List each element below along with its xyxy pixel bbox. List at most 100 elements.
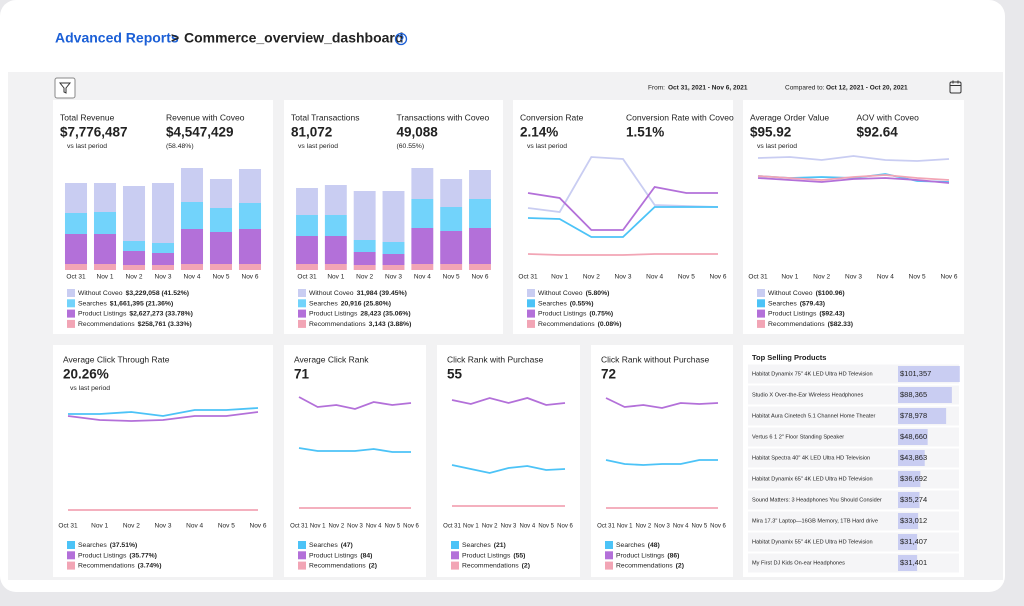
kpi-note: (58.48%) [166,143,194,150]
bar-segment [324,185,347,215]
bar-segment [353,252,376,265]
panel [437,345,580,577]
x-tick-label: Nov 4 [366,524,382,530]
kpi-value: $95.92 [750,125,791,140]
series-line [68,407,259,417]
legend-value: 28,423 (35.06%) [360,310,410,317]
x-tick-label: Nov 3 [501,524,517,530]
legend-entry: Product Listings (35.77%) [78,552,157,559]
bar-segment [151,183,175,243]
bar-segment [382,191,405,242]
bar-segment [382,265,405,270]
series-line [527,206,718,238]
x-tick-label: Nov 6 [941,274,958,281]
series-line [757,174,950,181]
legend-entry: Searches (21) [462,542,506,549]
x-tick-label: Nov 2 [328,524,344,530]
x-tick-label: Oct 31 [297,274,317,281]
help-icon[interactable] [394,32,408,46]
legend-name: Recommendations [616,562,673,569]
series-line [298,396,412,410]
bar-segment [180,168,204,202]
legend-entry: Recommendations (3.74%) [78,562,161,569]
legend-swatch [298,561,306,570]
x-tick-label: Nov 1 [617,524,633,530]
legend-swatch [451,561,459,570]
kpi-value: 20.26% [63,367,109,382]
legend-name: Searches [538,300,567,307]
bar-segment [93,183,117,212]
kpi-note: vs last period [527,143,567,150]
legend-value: 3,143 (3.88%) [369,321,412,328]
bar-segment [296,236,318,264]
bar [898,513,919,529]
legend-entry: Recommendations $258,761 (3.33%) [78,321,192,328]
product-name: Studio X Over-the-Ear Wireless Headphone… [752,392,864,398]
bar-segment [122,265,146,270]
kpi-label: Click Rank without Purchase [601,354,709,364]
legend-swatch [605,561,613,570]
x-tick-label: Nov 4 [414,274,431,281]
legend-entry: Product Listings (55) [462,552,525,559]
bar [898,366,960,382]
bar-segment [382,254,405,265]
value-label: $43,863 [900,453,927,462]
legend-entry: Without Coveo ($100.96) [768,290,845,297]
kpi-value: 2.14% [520,125,558,140]
legend-entry: Searches (48) [616,542,660,549]
legend-swatch [757,319,765,328]
legend-name: Recommendations [78,321,135,328]
panel [53,345,273,577]
panel [743,100,964,334]
kpi-note: vs last period [757,143,797,150]
date-compare-value[interactable]: Oct 12, 2021 - Oct 20, 2021 [826,85,908,92]
bar-segment [296,264,318,270]
legend-swatch [757,309,765,318]
legend-name: Searches [768,300,797,307]
kpi-note: vs last period [70,385,110,392]
date-from-value[interactable]: Oct 31, 2021 - Nov 6, 2021 [668,85,748,92]
kpi-note: vs last period [67,143,107,150]
legend-name: Searches [309,542,338,549]
legend-name: Searches [462,542,491,549]
bar-segment [151,253,175,265]
legend-swatch [605,541,613,549]
value-label: $36,692 [900,474,927,483]
legend-entry: Without Coveo $3,229,058 (41.52%) [78,290,189,297]
value-label: $33,012 [900,516,927,525]
bar [898,408,947,424]
legend-entry: Product Listings (84) [309,552,372,559]
legend-value: (37.51%) [110,542,138,549]
kpi-value: 55 [447,367,463,382]
kpi-value: $4,547,429 [166,125,234,140]
bar-segment [64,264,88,270]
series-line [527,186,718,231]
bar-segment [469,170,491,199]
bar-segment [469,264,491,270]
calendar-button[interactable] [949,80,962,94]
legend-value: ($100.96) [816,290,845,297]
bar-segment [238,264,262,270]
bar-segment [324,264,347,270]
bar-segment [324,215,347,236]
legend-name: Recommendations [538,321,595,328]
bar-segment [353,191,376,240]
legend-value: (35.77%) [129,552,157,559]
bar-segment [353,265,376,270]
legend-value: $258,761 (3.33%) [138,321,192,328]
x-tick-label: Nov 3 [654,524,670,530]
kpi-value: 72 [601,367,616,382]
legend-value: (21) [494,542,506,549]
x-tick-label: Nov 5 [678,274,695,281]
legend-value: (48) [648,542,660,549]
breadcrumb-link[interactable]: Advanced Reports [55,30,179,46]
legend-value: (84) [360,552,372,559]
panel [284,345,426,577]
value-label: $48,660 [900,432,927,441]
x-tick-label: Nov 2 [126,274,143,281]
kpi-note: vs last period [298,143,338,150]
filter-button[interactable] [54,77,76,99]
bar-segment [440,264,463,270]
bar-segment [64,183,88,213]
